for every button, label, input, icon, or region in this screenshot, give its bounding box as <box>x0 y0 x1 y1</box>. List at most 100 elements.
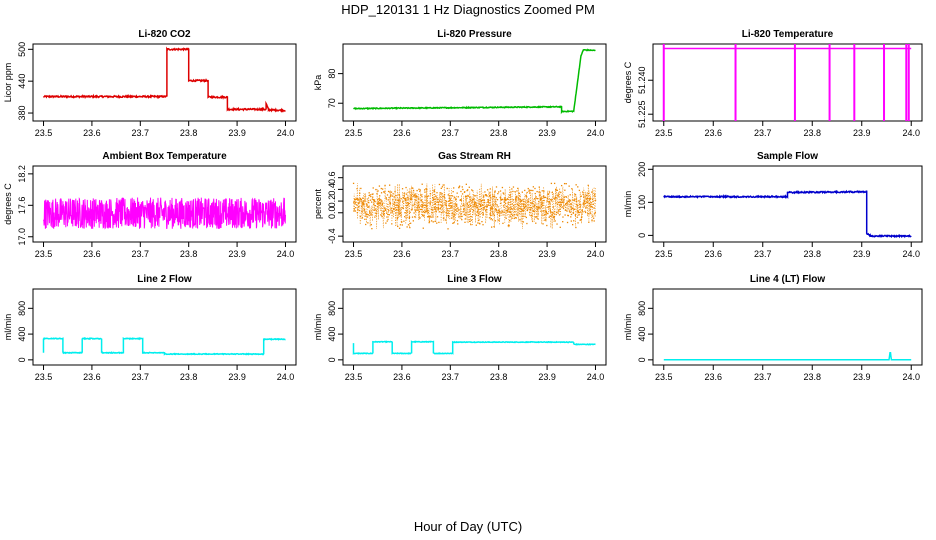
data-point <box>543 214 546 216</box>
data-point <box>490 214 492 217</box>
data-point <box>475 214 478 216</box>
x-tick-label: 24.0 <box>902 372 920 382</box>
data-point <box>555 211 558 214</box>
panel-2: Li-820 Pressure 23.5 23.6 23.7 23.8 23.9 24.0 7… <box>313 29 607 138</box>
data-point <box>576 216 578 218</box>
data-point <box>568 210 571 212</box>
y-tick-label: 0.0 <box>327 207 337 220</box>
data-point <box>451 212 454 214</box>
data-point <box>467 194 469 197</box>
data-point <box>574 199 576 201</box>
data-point <box>553 197 555 199</box>
data-point <box>547 206 549 208</box>
data-point <box>588 198 591 200</box>
data-point <box>416 189 418 192</box>
data-point <box>492 213 495 215</box>
data-point <box>490 218 493 220</box>
data-point <box>491 207 493 210</box>
data-point <box>471 198 474 200</box>
data-point <box>496 204 498 206</box>
data-point <box>466 197 468 199</box>
x-tick-label: 23.5 <box>345 372 363 382</box>
data-point <box>448 197 451 199</box>
data-point <box>513 204 515 207</box>
panel-title: Line 4 (LT) Flow <box>750 274 826 285</box>
x-tick-label: 23.6 <box>393 128 411 138</box>
y-axis-label: kPa <box>313 75 323 91</box>
data-point <box>593 207 595 209</box>
y-tick-label: 380 <box>17 106 27 121</box>
data-point <box>535 216 537 218</box>
data-point <box>559 204 561 206</box>
data-point <box>494 220 497 222</box>
data-point <box>425 210 427 213</box>
data-point <box>453 221 455 224</box>
x-tick-label: 23.6 <box>704 372 722 382</box>
data-point <box>389 191 391 193</box>
data-point <box>476 211 478 213</box>
data-point <box>479 199 481 201</box>
data-point <box>456 204 458 206</box>
data-point <box>517 187 519 190</box>
data-point <box>555 188 557 191</box>
data-point <box>593 213 596 215</box>
data-point <box>440 205 443 207</box>
data-point <box>535 196 537 198</box>
data-point <box>441 186 444 188</box>
data-point <box>582 193 584 195</box>
data-point <box>509 215 511 217</box>
data-point <box>399 224 402 226</box>
data-point <box>408 216 411 218</box>
data-point <box>580 204 582 206</box>
data-point <box>400 215 402 217</box>
data-point <box>577 222 579 224</box>
data-point <box>558 209 560 211</box>
panel-title: Ambient Box Temperature <box>102 151 227 162</box>
data-point <box>374 208 377 210</box>
x-tick-label: 23.7 <box>754 249 772 259</box>
data-point <box>366 203 368 205</box>
data-point <box>413 195 415 197</box>
data-point <box>585 207 587 209</box>
data-point <box>511 214 514 217</box>
data-point <box>505 199 507 201</box>
data-point <box>518 204 520 206</box>
data-point <box>373 200 375 202</box>
data-point <box>419 208 422 211</box>
data-point <box>435 195 437 197</box>
data-point <box>485 209 487 212</box>
data-point <box>382 211 384 213</box>
data-point <box>389 202 392 205</box>
data-point <box>381 188 384 190</box>
data-point <box>449 200 451 202</box>
data-point <box>377 201 380 203</box>
data-point <box>592 215 594 217</box>
data-point <box>489 195 491 197</box>
data-point <box>574 194 577 196</box>
data-point <box>370 195 372 198</box>
data-point <box>441 192 443 195</box>
data-point <box>488 199 490 201</box>
data-point <box>361 210 363 213</box>
data-point <box>377 199 379 201</box>
data-point <box>392 193 394 195</box>
data-point <box>421 205 424 207</box>
data-point <box>544 196 546 199</box>
data-point <box>481 220 483 223</box>
data-point <box>506 205 508 208</box>
data-point <box>559 226 561 228</box>
data-point <box>352 182 355 185</box>
data-point <box>565 196 568 198</box>
panel-title: Gas Stream RH <box>438 151 511 162</box>
data-point <box>462 211 464 213</box>
data-point <box>362 201 364 203</box>
data-point <box>581 191 584 193</box>
data-point <box>355 204 358 206</box>
data-point <box>580 195 582 197</box>
data-point <box>566 210 568 212</box>
data-point <box>366 204 368 207</box>
data-point <box>508 207 510 210</box>
data-point <box>369 199 372 201</box>
data-point <box>552 206 554 208</box>
